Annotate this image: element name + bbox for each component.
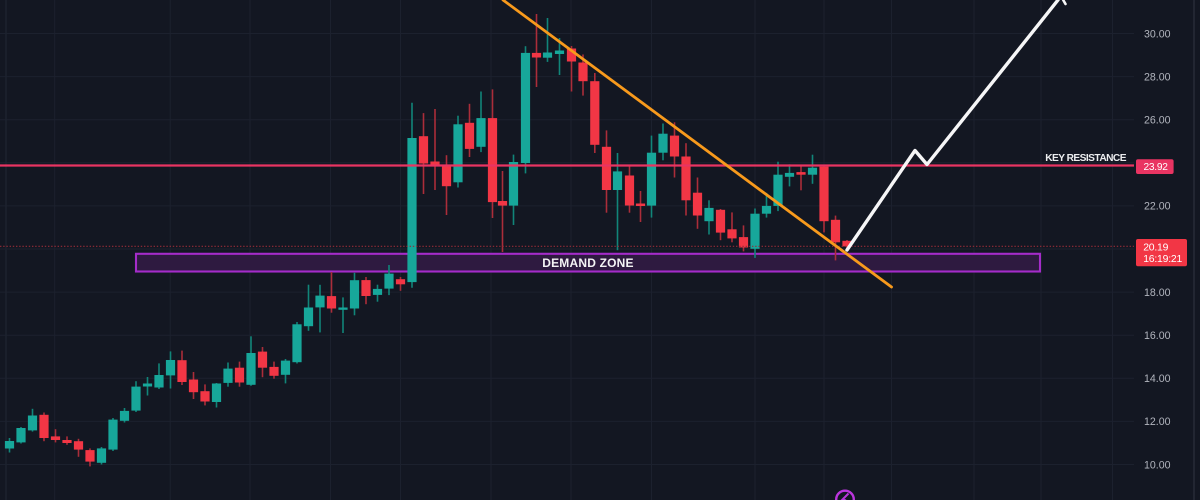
svg-text:12.00: 12.00 (1144, 416, 1171, 428)
svg-text:30.00: 30.00 (1144, 28, 1171, 40)
svg-text:16.00: 16.00 (1144, 330, 1171, 342)
svg-text:10.00: 10.00 (1144, 459, 1171, 471)
svg-text:16:19:21: 16:19:21 (1143, 254, 1182, 265)
svg-text:23.92: 23.92 (1143, 162, 1168, 173)
svg-text:14.00: 14.00 (1144, 373, 1171, 385)
svg-text:KEY RESISTANCE: KEY RESISTANCE (1045, 153, 1127, 164)
svg-text:22.00: 22.00 (1144, 201, 1171, 213)
svg-text:18.00: 18.00 (1144, 287, 1171, 299)
svg-text:26.00: 26.00 (1144, 115, 1171, 127)
svg-text:DEMAND ZONE: DEMAND ZONE (542, 256, 634, 270)
svg-text:28.00: 28.00 (1144, 71, 1171, 83)
svg-text:20.19: 20.19 (1143, 243, 1168, 254)
